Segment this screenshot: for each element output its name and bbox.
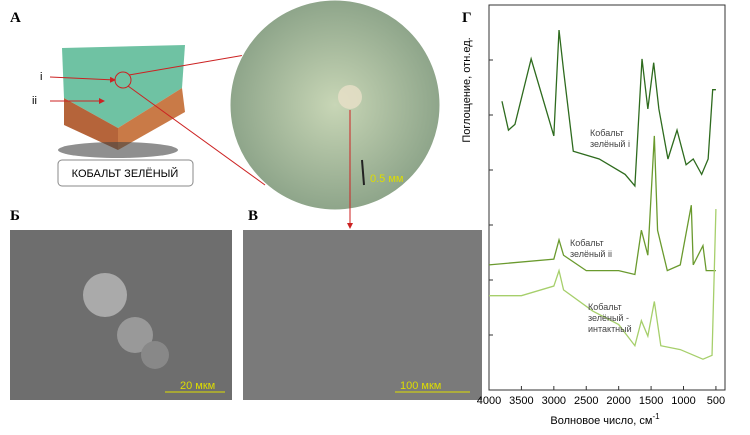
panel-label: Г (462, 10, 472, 26)
caption: КОБАЛЬТ ЗЕЛЁНЫЙ (72, 167, 179, 180)
x-tick-label: 3500 (509, 395, 533, 407)
scale-label: 0.5 мм (370, 173, 403, 185)
scale-label: 100 мкм (400, 380, 441, 392)
panel-label: А (10, 10, 21, 26)
shadow (58, 142, 178, 158)
plot-frame (488, 4, 726, 391)
panel-label: В (248, 208, 258, 224)
sample-side (118, 88, 185, 150)
y-axis-label: Поглощение, отн.ед. (461, 37, 473, 142)
sem-image (10, 230, 232, 400)
sample-side (64, 98, 118, 150)
x-axis-label: Волновое число, см-1 (550, 412, 660, 427)
micrograph (229, 0, 441, 211)
marker: i (40, 71, 42, 83)
x-tick-label: 4000 (477, 395, 501, 407)
x-tick-label: 2000 (606, 395, 630, 407)
x-label-sup: -1 (652, 412, 660, 421)
sphere (83, 273, 127, 317)
x-tick-label: 1000 (671, 395, 695, 407)
x-label-text: Волновое число, см (550, 415, 652, 427)
panel-label: Б (10, 208, 20, 224)
sample-top (62, 45, 185, 128)
spectrum (489, 209, 717, 360)
sem-image (243, 230, 482, 400)
series-label: Кобальт зелёный - интактный (588, 302, 632, 334)
sphere (141, 341, 169, 369)
scale-bar (361, 159, 365, 186)
spectrum (488, 135, 716, 276)
sphere (117, 317, 153, 353)
x-tick-label: 500 (707, 395, 725, 407)
caption-box (57, 159, 194, 187)
x-tick-label: 1500 (639, 395, 663, 407)
zoom-line (128, 54, 246, 76)
spot (338, 85, 362, 109)
x-tick-label: 3000 (542, 395, 566, 407)
series-label: Кобальт зелёный i (590, 128, 630, 149)
x-tick-label: 2500 (574, 395, 598, 407)
zoom-line (127, 85, 266, 186)
arrow (49, 76, 116, 83)
series-label: Кобальт зелёный ii (570, 238, 612, 259)
scale-label: 20 мкм (180, 380, 215, 392)
marker: ii (32, 95, 37, 107)
spectrum (501, 29, 716, 188)
zoom-circle (114, 71, 132, 89)
